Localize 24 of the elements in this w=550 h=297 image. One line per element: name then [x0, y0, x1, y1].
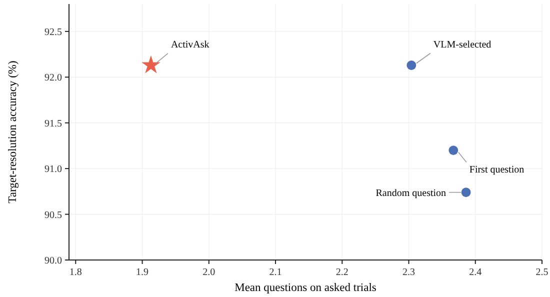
x-tick-label: 2.2 [336, 267, 348, 278]
series-label: First question [469, 164, 524, 176]
text: 2.0 [202, 267, 216, 278]
y-tick-label: 91.5 [44, 118, 62, 130]
x-tick-label: 2.1 [269, 267, 282, 278]
x-tick-label: 1.8 [69, 267, 82, 278]
y-axis-title: Target-resolution accuracy (%) [7, 60, 19, 204]
y-tick-label: 92.5 [44, 26, 62, 38]
point [461, 188, 471, 198]
x-tick-label: 2.3 [402, 267, 416, 278]
point [406, 60, 416, 70]
point [142, 55, 160, 74]
y-tick-label: 91.0 [44, 164, 62, 176]
y-tick-label: 90.0 [44, 256, 62, 266]
point [448, 146, 458, 155]
x-tick-label: 2.4 [469, 267, 482, 278]
x-axis-title: Mean questions on asked trials [234, 282, 377, 294]
x-tick-label: 1.9 [136, 267, 149, 278]
series-label: ActivAsk [170, 39, 210, 50]
series-label: Random question [376, 188, 446, 199]
text: VLM-selected [433, 39, 492, 50]
y-tick-label: 90.5 [44, 210, 62, 221]
y-tick-label: 92.0 [44, 72, 62, 84]
x-tick-label: 2.5 [536, 267, 548, 278]
